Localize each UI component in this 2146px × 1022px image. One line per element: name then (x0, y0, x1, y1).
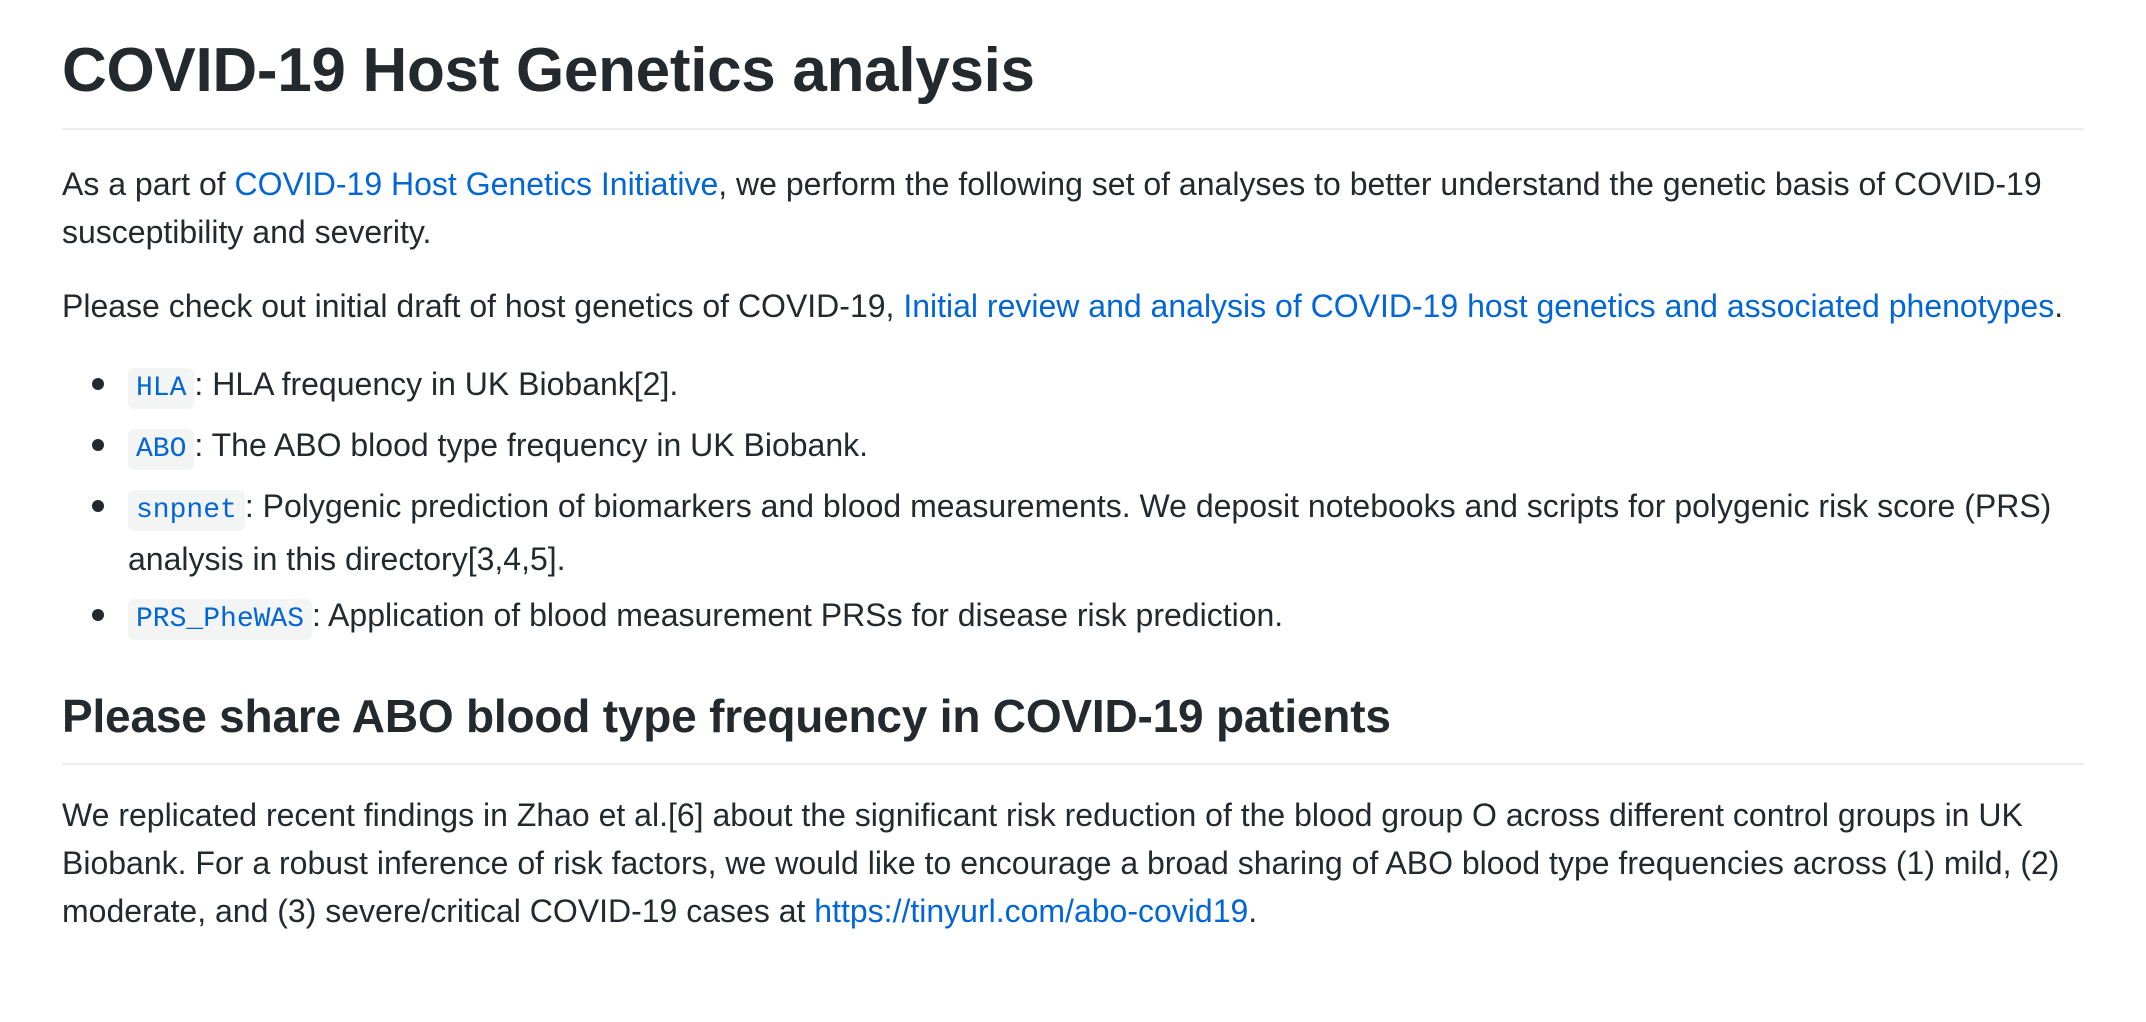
readme-content: COVID-19 Host Genetics analysis As a par… (62, 22, 2084, 935)
list-item-desc: : Polygenic prediction of biomarkers and… (128, 487, 2052, 577)
list-item-desc: : HLA frequency in UK Biobank[2]. (194, 365, 679, 402)
review-suffix: . (2054, 287, 2064, 324)
hla-link[interactable]: HLA (128, 366, 195, 409)
list-item-desc: : The ABO blood type frequency in UK Bio… (194, 426, 869, 463)
analyses-list: HLA: HLA frequency in UK Biobank[2]. ABO… (62, 360, 2084, 644)
abo-code: ABO (128, 428, 195, 470)
bullet-icon (92, 438, 104, 451)
bullet-icon (92, 608, 104, 621)
page-title: COVID-19 Host Genetics analysis (62, 22, 2084, 130)
hla-code: HLA (128, 367, 195, 409)
list-item-desc: : Application of blood measurement PRSs … (312, 596, 1284, 633)
intro-prefix: As a part of (62, 165, 235, 202)
initial-review-link[interactable]: Initial review and analysis of COVID-19 … (903, 287, 2055, 324)
bullet-icon (92, 499, 104, 512)
abo-sharing-text: We replicated recent findings in Zhao et… (62, 797, 2060, 929)
prs-phewas-code: PRS_PheWAS (128, 598, 313, 640)
list-item: PRS_PheWAS: Application of blood measure… (92, 591, 2084, 644)
section-heading: Please share ABO blood type frequency in… (62, 688, 2084, 765)
snpnet-link[interactable]: snpnet (128, 488, 245, 531)
prs-phewas-link[interactable]: PRS_PheWAS (128, 597, 313, 640)
abo-link[interactable]: ABO (128, 427, 195, 470)
list-item: ABO: The ABO blood type frequency in UK … (92, 421, 2084, 474)
intro-suffix: , we perform the following set of analys… (62, 165, 2042, 250)
review-prefix: Please check out initial draft of host g… (62, 287, 904, 324)
abo-covid19-link[interactable]: https://tinyurl.com/abo-covid19 (814, 893, 1249, 929)
abo-sharing-suffix: . (1248, 893, 1258, 929)
bullet-icon (92, 377, 104, 390)
snpnet-code: snpnet (128, 489, 245, 531)
list-item: HLA: HLA frequency in UK Biobank[2]. (92, 360, 2084, 413)
abo-sharing-paragraph: We replicated recent findings in Zhao et… (62, 791, 2084, 935)
host-genetics-initiative-link[interactable]: COVID-19 Host Genetics Initiative (234, 165, 719, 202)
review-paragraph: Please check out initial draft of host g… (62, 282, 2084, 330)
intro-paragraph: As a part of COVID-19 Host Genetics Init… (62, 160, 2084, 256)
list-item: snpnet: Polygenic prediction of biomarke… (92, 482, 2084, 583)
